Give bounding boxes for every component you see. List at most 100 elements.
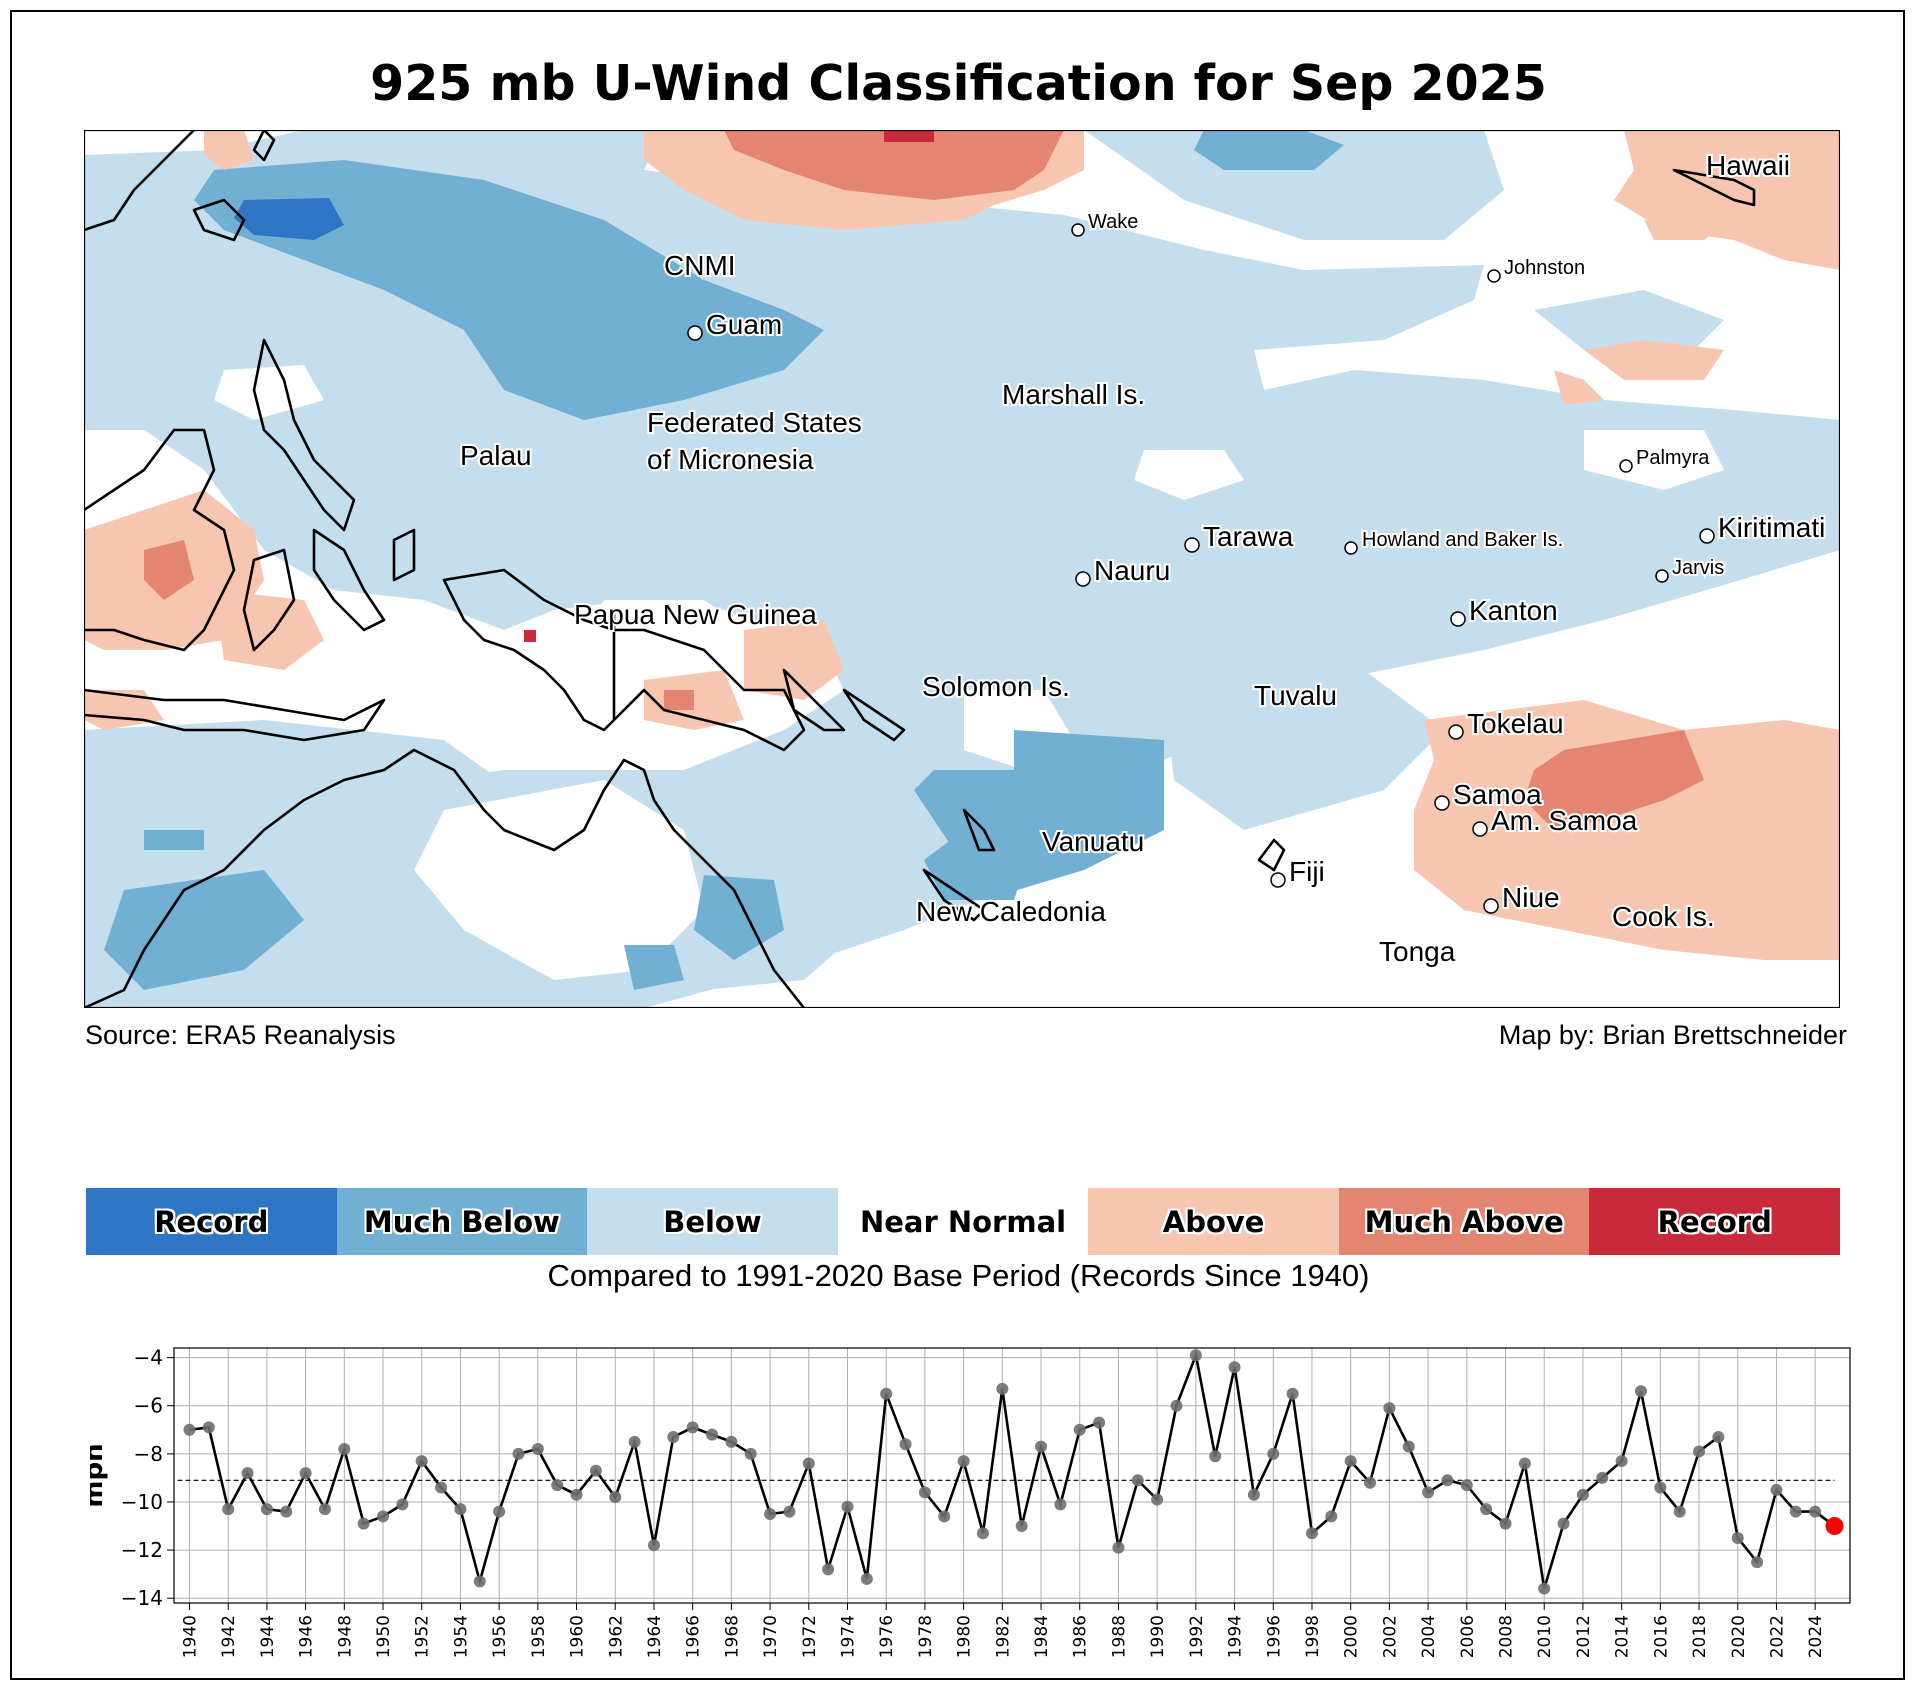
data-point [1731,1532,1744,1545]
label-png: Papua New Guinea [572,597,819,632]
data-point [938,1510,951,1523]
label-vanuatu: Vanuatu [1040,824,1146,859]
data-point [802,1457,815,1470]
x-tick-label: 1940 [180,1615,200,1658]
label-cnmi: CNMI [662,248,738,283]
label-palmyra: Palmyra [1619,445,1712,473]
x-tick-label: 1942 [219,1615,239,1658]
record-high-region-2 [524,630,536,642]
x-tick-label: 1968 [722,1615,742,1658]
data-point [473,1575,486,1588]
label-hawaii: Hawaii [1704,148,1792,183]
svg-text:Solomon Is.: Solomon Is. [922,671,1070,702]
label-howland: Howland and Baker Is. [1344,527,1565,555]
data-point [1460,1479,1473,1492]
x-tick-label: 1998 [1303,1615,1323,1658]
x-tick-label: 1982 [993,1615,1013,1658]
label-kiritimati: Kiritimati [1699,510,1827,545]
x-tick-label: 2006 [1458,1615,1478,1658]
amsamoa-marker [1472,821,1488,837]
svg-text:Tuvalu: Tuvalu [1254,680,1337,711]
x-tick-label: 1944 [258,1615,278,1658]
wake-marker [1071,223,1085,237]
x-tick-label: 1960 [568,1615,588,1658]
x-tick-label: 1974 [838,1615,858,1658]
data-point [1344,1455,1357,1468]
y-tick-label: −12 [121,1538,163,1562]
label-tarawa: Tarawa [1184,519,1296,554]
x-tick-label: 1980 [955,1615,975,1658]
data-point [1770,1483,1783,1496]
data-point [338,1443,351,1456]
label-niue: Niue [1483,880,1562,915]
x-tick-label: 1966 [684,1615,704,1658]
data-point [1209,1450,1222,1463]
record-high-region [884,130,934,142]
niue-marker [1483,898,1499,914]
label-tokelau: Tokelau [1448,706,1566,741]
data-point [1247,1488,1260,1501]
svg-text:Guam: Guam [706,309,782,340]
x-tick-label: 1962 [606,1615,626,1658]
label-jarvis: Jarvis [1655,555,1726,583]
legend-label: Much Below [363,1204,560,1239]
data-point [628,1435,641,1448]
x-tick-label: 1950 [374,1615,394,1658]
data-point [1712,1431,1725,1444]
data-point [1634,1385,1647,1398]
y-tick-label: −10 [121,1490,163,1514]
svg-text:Tonga: Tonga [1379,936,1456,967]
x-tick-label: 2020 [1729,1615,1749,1658]
data-point [609,1491,622,1504]
x-tick-label: 2012 [1574,1615,1594,1658]
x-tick-label: 1948 [335,1615,355,1658]
data-point [899,1438,912,1451]
data-point [1112,1541,1125,1554]
svg-text:Wake: Wake [1088,211,1138,233]
plot-frame [173,1347,1851,1604]
samoa-marker [1434,795,1450,811]
legend-label: Much Above [1364,1204,1564,1239]
much-above-regions [144,130,1704,830]
data-point [783,1505,796,1518]
map-border [84,130,1840,1008]
x-tick-label: 1976 [877,1615,897,1658]
x-tick-label: 2000 [1342,1615,1362,1658]
data-point [1538,1582,1551,1595]
y-tick-label: −14 [121,1586,163,1610]
svg-text:Tarawa: Tarawa [1203,521,1294,552]
data-point [589,1464,602,1477]
label-johnston: Johnston [1487,255,1587,283]
data-point [976,1527,989,1540]
data-point [415,1455,428,1468]
svg-text:Johnston: Johnston [1504,257,1585,279]
svg-text:Nauru: Nauru [1094,555,1170,586]
map-canvas: Hawaii Wake Johnston CNMI Guam Marshall … [84,130,1840,1008]
jarvis-marker [1655,569,1669,583]
data-point [1228,1361,1241,1374]
legend-near-normal: Near Normal [837,1188,1089,1255]
svg-text:Marshall Is.: Marshall Is. [1002,379,1145,410]
data-point [1305,1527,1318,1540]
data-point [860,1572,873,1585]
data-point [1557,1517,1570,1530]
svg-text:Papua New Guinea: Papua New Guinea [574,599,817,630]
data-point [1073,1423,1086,1436]
legend-caption: Compared to 1991-2020 Base Period (Recor… [547,1258,1370,1293]
x-tick-label: 1958 [529,1615,549,1658]
data-point [1151,1493,1164,1506]
place-labels: Hawaii Wake Johnston CNMI Guam Marshall … [458,148,1827,969]
figure-title: 925 mb U-Wind Classification for Sep 202… [370,55,1547,112]
data-point [1189,1349,1202,1362]
data-point [1035,1440,1048,1453]
data-point [822,1563,835,1576]
timeseries-chart: −4 −6 −8 −10 −12 −14 1940 1942 1944 1946 1948 1950 1… [79,1338,1860,1673]
svg-text:Federated States: Federated States [647,407,862,438]
label-cook: Cook Is. [1610,899,1717,934]
classification-legend: Record Much Below Below Near Normal Abov… [86,1188,1841,1255]
data-point [1170,1399,1183,1412]
howland-marker [1344,541,1358,555]
legend-below: Below [587,1188,838,1255]
data-point [396,1498,409,1511]
legend-label: Above [1162,1204,1265,1239]
